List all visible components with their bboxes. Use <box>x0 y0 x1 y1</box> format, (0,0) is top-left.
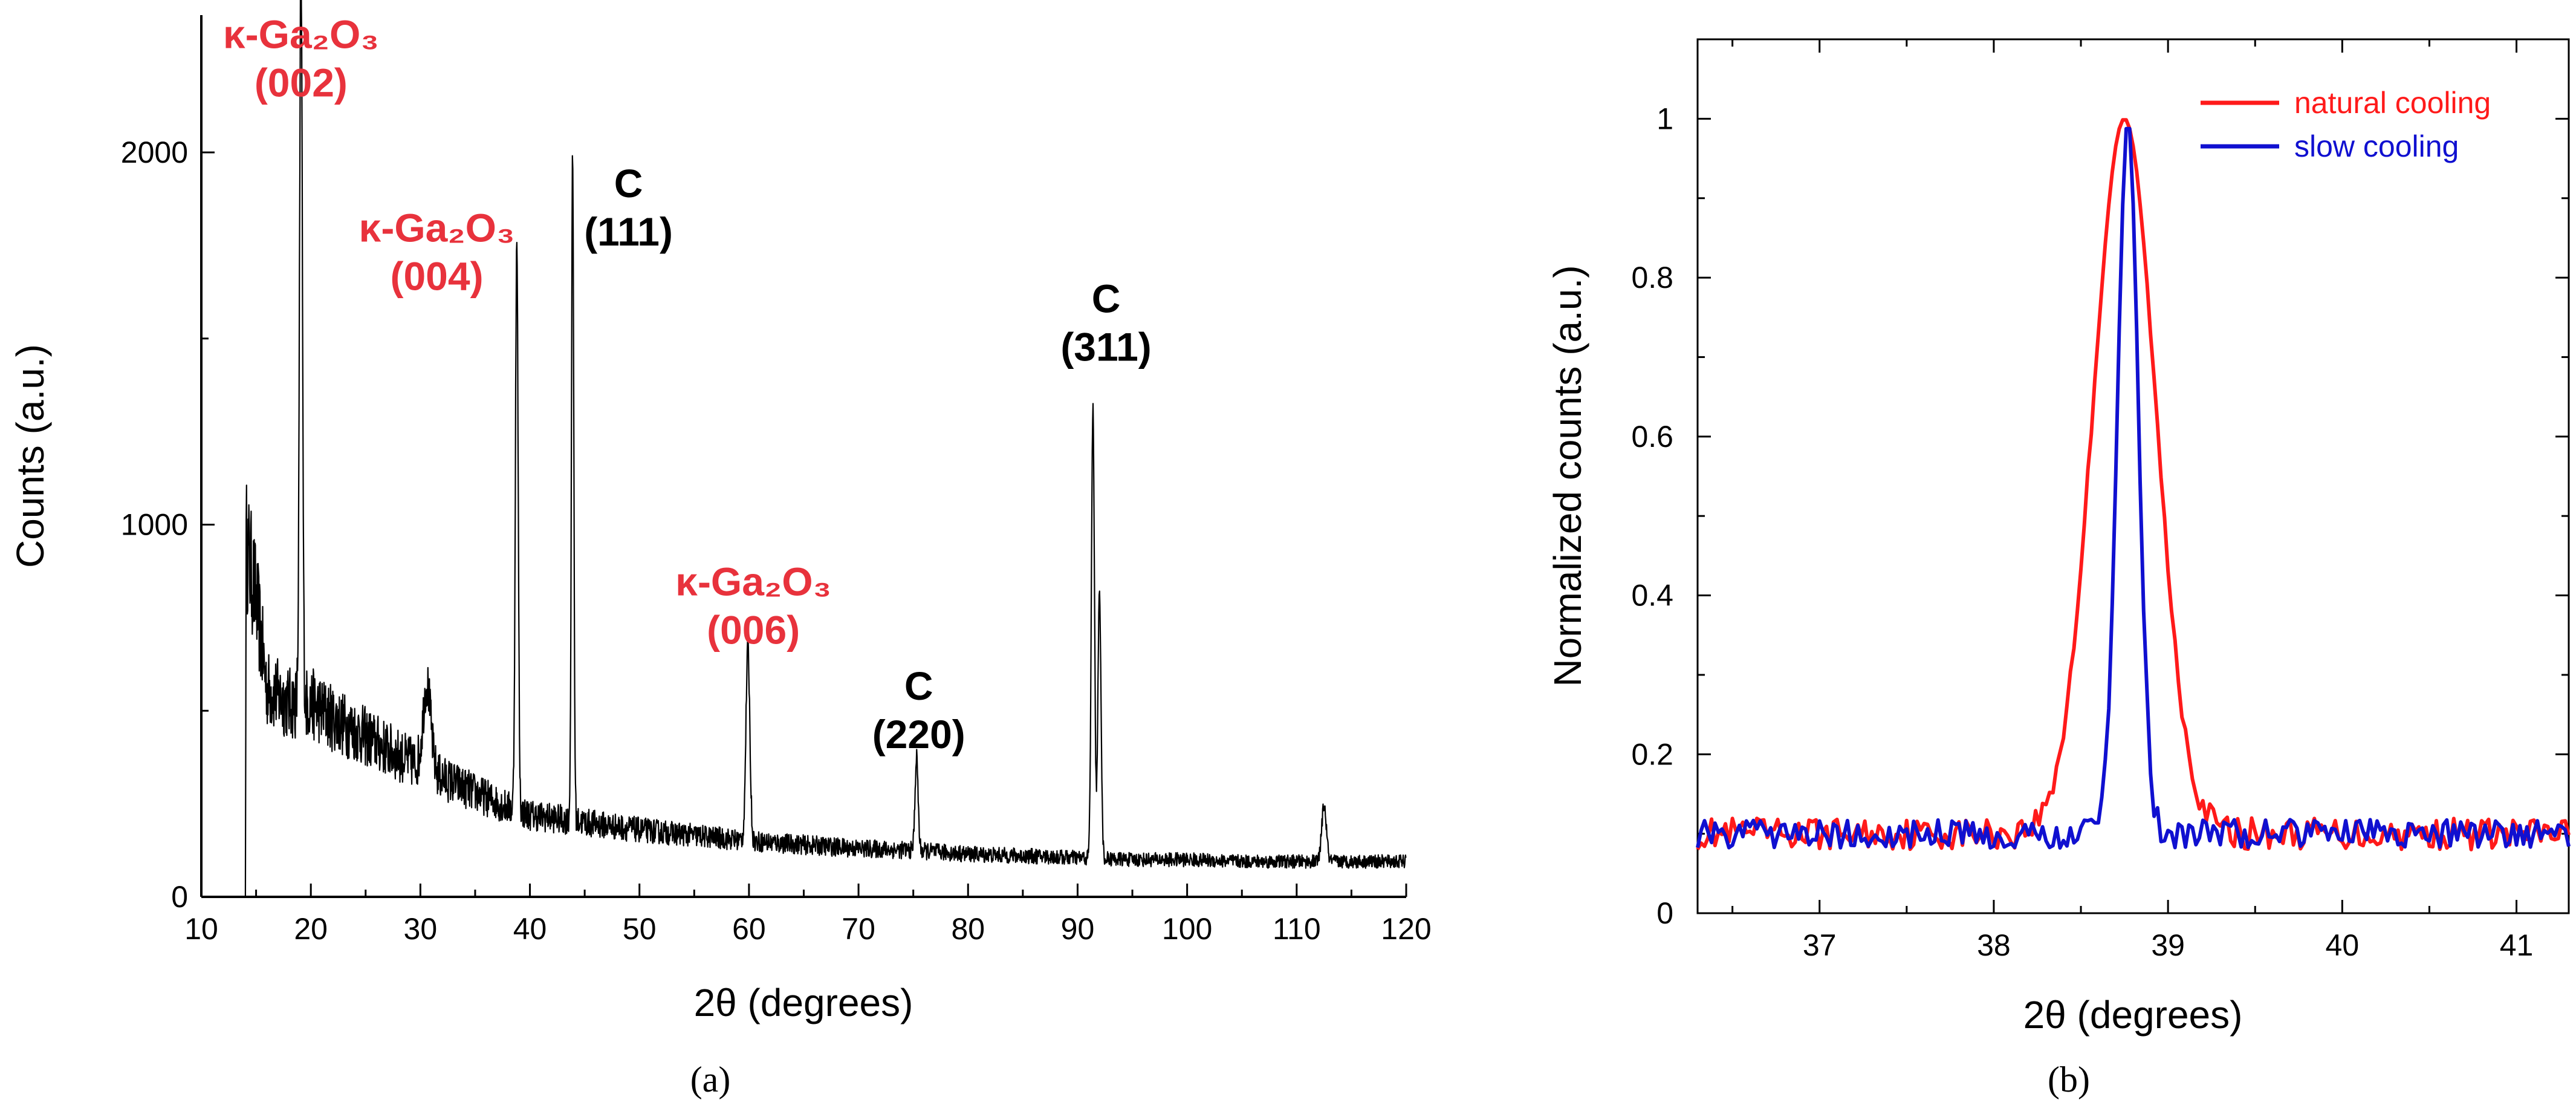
panel-b-y-tick-label: 0 <box>1656 896 1673 930</box>
panel-a-x-tick-label: 50 <box>623 912 657 946</box>
panel-a-annotations: κ-Ga₂O₃(002)κ-Ga₂O₃(004)C(111)κ-Ga₂O₃(00… <box>223 12 1152 757</box>
panel-a-x-tick-label: 20 <box>294 912 328 946</box>
panel-a-y-tick-label: 0 <box>171 880 188 914</box>
panel-a-y-tick-label: 2000 <box>121 135 188 169</box>
peak-annotation-phase: κ-Ga₂O₃ <box>223 12 379 57</box>
panel-b-xlabel: 2θ (degrees) <box>2023 993 2243 1037</box>
panel-a-peak-annotation: κ-Ga₂O₃(004) <box>359 206 515 299</box>
peak-annotation-phase: κ-Ga₂O₃ <box>359 206 515 250</box>
peak-annotation-phase: C <box>904 663 933 708</box>
panel-b-caption: (b) <box>2048 1060 2090 1099</box>
panel-a-x-tick-label: 120 <box>1381 912 1431 946</box>
panel-b-y-tick-label: 0.2 <box>1631 737 1673 771</box>
panel-a-ylabel: Counts (a.u.) <box>8 344 52 568</box>
panel-b-y-tick-label: 1 <box>1656 102 1673 135</box>
panel-a-x-tick-label: 30 <box>404 912 438 946</box>
panel-b-y-tick-label: 0.8 <box>1631 261 1673 295</box>
peak-annotation-index: (311) <box>1060 325 1151 370</box>
panel-b-ylabel: Normalized counts (a.u.) <box>1546 265 1589 686</box>
panel-a-xlabel: 2θ (degrees) <box>694 981 913 1024</box>
panel-b-y-tick-label: 0.6 <box>1631 420 1673 454</box>
panel-a-y-ticks: 0 1000 2000 <box>121 135 215 914</box>
panel-a-peak-annotation: C(111) <box>584 161 673 254</box>
panel-b-y-tick-label: 0.4 <box>1631 579 1673 613</box>
peak-annotation-index: (220) <box>872 712 965 757</box>
peak-annotation-index: (111) <box>584 209 673 254</box>
panel-a-axes <box>200 15 1406 898</box>
panel-a-y-tick-label: 1000 <box>121 508 188 542</box>
panel-b-x-tick-label: 40 <box>2326 928 2360 962</box>
panel-a-caption: (a) <box>690 1060 731 1099</box>
panel-a-x-tick-label: 70 <box>842 912 875 946</box>
panel-a-peak-annotation: κ-Ga₂O₃(006) <box>675 559 831 652</box>
panel-b-y-ticks: 0 0.2 0.4 0.6 0.8 1 <box>1631 38 2569 930</box>
panel-b: 37 38 39 40 41 0 0.2 0.4 0.6 0.8 1 natural coolin… <box>1546 38 2571 1099</box>
panel-a-x-ticks: 10 20 30 40 50 60 70 80 90 100 110 120 <box>184 884 1432 946</box>
panel-b-x-tick-label: 37 <box>1803 928 1837 962</box>
legend-label: natural cooling <box>2294 86 2491 120</box>
panel-a-x-tick-label: 90 <box>1061 912 1095 946</box>
panel-a-x-tick-label: 40 <box>513 912 547 946</box>
panel-a-x-tick-label: 10 <box>184 912 218 946</box>
panel-a-peak-annotation: C(311) <box>1060 276 1151 370</box>
peak-annotation-index: (002) <box>255 60 348 105</box>
peak-annotation-phase: C <box>1092 276 1121 321</box>
panel-b-series <box>1696 118 2571 852</box>
panel-b-x-ticks: 37 38 39 40 41 <box>1731 39 2534 962</box>
panel-a-x-tick-label: 110 <box>1273 912 1321 946</box>
peak-annotation-phase: C <box>614 161 643 206</box>
panel-a: 10 20 30 40 50 60 70 80 90 100 110 120 0 1000 2000 κ-… <box>8 0 1432 1099</box>
peak-annotation-index: (006) <box>707 607 800 652</box>
peak-annotation-index: (004) <box>391 254 484 299</box>
panel-b-x-tick-label: 39 <box>2151 928 2185 962</box>
panel-b-x-tick-label: 41 <box>2500 928 2534 962</box>
panel-a-x-tick-label: 60 <box>732 912 766 946</box>
panel-b-series-slow-cooling <box>1696 126 2571 850</box>
panel-a-peak-annotation: κ-Ga₂O₃(002) <box>223 12 379 105</box>
panel-a-x-tick-label: 100 <box>1162 912 1212 946</box>
panel-a-peak-annotation: C(220) <box>872 663 965 757</box>
panel-a-series-line <box>201 0 1407 898</box>
legend-label: slow cooling <box>2294 129 2459 163</box>
panel-b-x-tick-label: 38 <box>1977 928 2011 962</box>
panel-b-frame <box>1696 38 2570 914</box>
peak-annotation-phase: κ-Ga₂O₃ <box>675 559 831 604</box>
panel-a-x-tick-label: 80 <box>951 912 985 946</box>
panel-b-legend: natural cooling slow cooling <box>2201 86 2491 163</box>
